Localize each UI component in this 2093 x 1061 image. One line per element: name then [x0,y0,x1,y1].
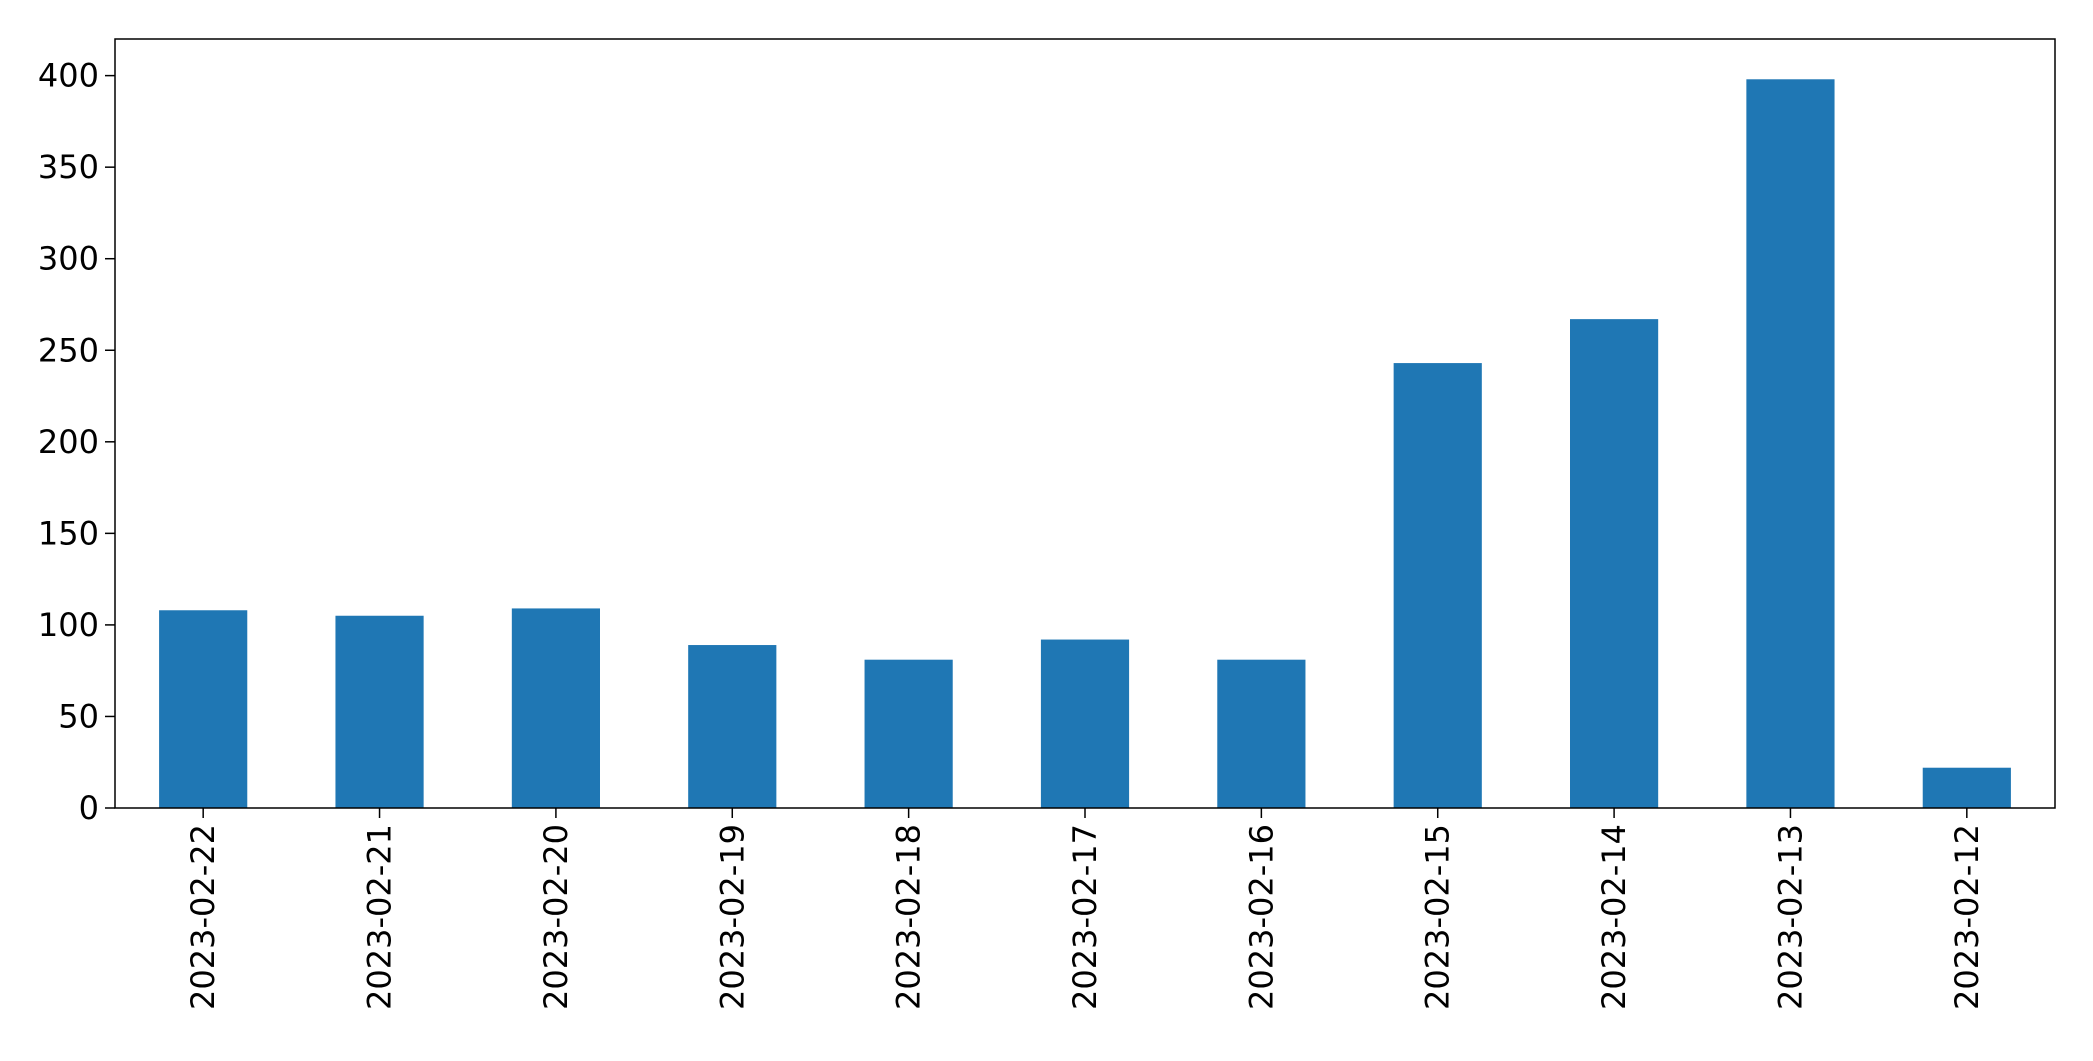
bar-2023-02-18 [864,659,953,808]
x-tick-label-2023-02-18: 2023-02-18 [890,824,928,1010]
x-tick-label-2023-02-20: 2023-02-20 [537,824,575,1010]
x-tick-label-2023-02-21: 2023-02-21 [361,824,399,1010]
x-axis: 2023-02-22 2023-02-21 2023-02-20 2023-02-19… [184,808,1986,1010]
y-tick-label-250: 250 [38,331,99,369]
x-tick-label-2023-02-16: 2023-02-16 [1242,824,1280,1010]
x-tick-label-2023-02-22: 2023-02-22 [184,824,222,1010]
y-tick-label-150: 150 [38,514,99,552]
bar-2023-02-12 [1922,767,2011,808]
bar-2023-02-20 [511,608,600,808]
x-tick-label-2023-02-15: 2023-02-15 [1419,824,1457,1010]
bar-2023-02-14 [1570,319,1659,808]
y-tick-label-300: 300 [38,240,99,278]
plot-frame [114,38,2056,809]
x-tick-label-2023-02-17: 2023-02-17 [1066,824,1104,1010]
bar-2023-02-16 [1217,659,1306,808]
bars-layer [159,79,2011,809]
x-tick-label-2023-02-14: 2023-02-14 [1595,824,1633,1010]
bar-2023-02-19 [688,645,777,808]
y-tick-label-400: 400 [38,57,99,95]
bar-2023-02-13 [1746,79,1835,809]
bar-2023-02-15 [1393,363,1482,808]
x-tick-label-2023-02-12: 2023-02-12 [1948,824,1986,1010]
y-tick-label-0: 0 [79,789,99,827]
y-tick-label-350: 350 [38,148,99,186]
x-tick-label-2023-02-19: 2023-02-19 [713,824,751,1010]
y-tick-label-50: 50 [58,697,99,735]
bar-2023-02-22 [159,610,248,808]
y-tick-label-100: 100 [38,606,99,644]
bar-2023-02-21 [335,615,424,808]
y-tick-label-200: 200 [38,423,99,461]
x-tick-label-2023-02-13: 2023-02-13 [1771,824,1809,1010]
bar-2023-02-17 [1040,639,1130,808]
y-axis: 0 50 100 150 200 250 300 350 400 [38,57,115,827]
